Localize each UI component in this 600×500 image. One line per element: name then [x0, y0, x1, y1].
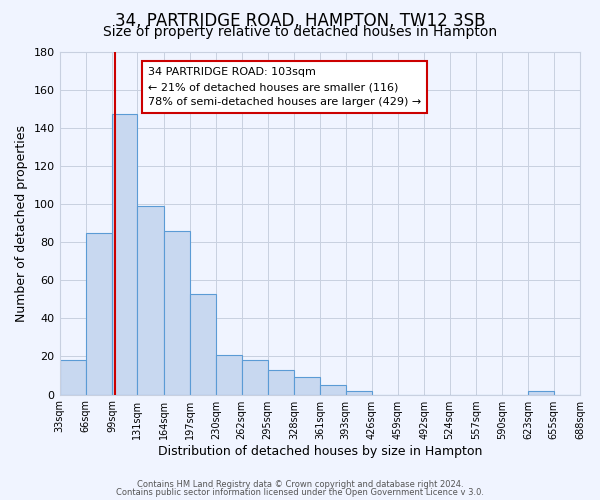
Bar — [294, 378, 320, 394]
Text: Contains HM Land Registry data © Crown copyright and database right 2024.: Contains HM Land Registry data © Crown c… — [137, 480, 463, 489]
Bar — [86, 232, 112, 394]
Bar — [268, 370, 294, 394]
Bar — [59, 360, 86, 394]
Bar — [529, 391, 554, 394]
Text: Size of property relative to detached houses in Hampton: Size of property relative to detached ho… — [103, 25, 497, 39]
Bar — [346, 391, 372, 394]
Bar — [164, 230, 190, 394]
Y-axis label: Number of detached properties: Number of detached properties — [15, 124, 28, 322]
Bar — [320, 385, 346, 394]
X-axis label: Distribution of detached houses by size in Hampton: Distribution of detached houses by size … — [158, 444, 482, 458]
Bar — [242, 360, 268, 394]
Text: 34 PARTRIDGE ROAD: 103sqm
← 21% of detached houses are smaller (116)
78% of semi: 34 PARTRIDGE ROAD: 103sqm ← 21% of detac… — [148, 67, 421, 108]
Text: 34, PARTRIDGE ROAD, HAMPTON, TW12 3SB: 34, PARTRIDGE ROAD, HAMPTON, TW12 3SB — [115, 12, 485, 30]
Bar — [137, 206, 164, 394]
Bar — [216, 354, 242, 395]
Text: Contains public sector information licensed under the Open Government Licence v : Contains public sector information licen… — [116, 488, 484, 497]
Bar — [112, 114, 137, 394]
Bar — [190, 294, 216, 394]
